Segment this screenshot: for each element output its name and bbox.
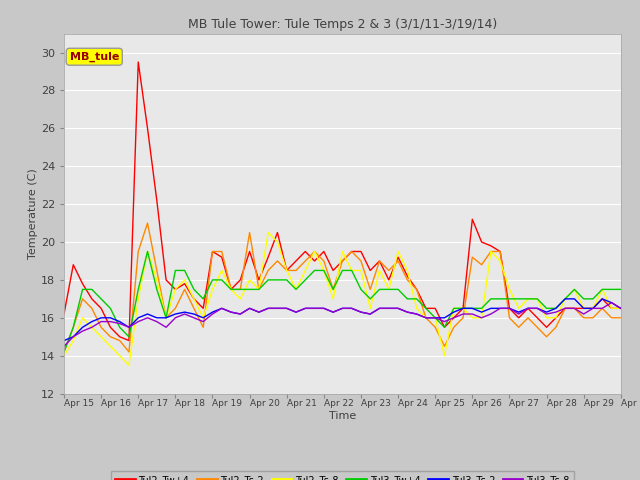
Title: MB Tule Tower: Tule Temps 2 & 3 (3/1/11-3/19/14): MB Tule Tower: Tule Temps 2 & 3 (3/1/11-… (188, 18, 497, 31)
Legend: Tul2_Tw+4, Tul2_Ts-2, Tul2_Ts-8, Tul3_Tw+4, Tul3_Ts-2, Tul3_Ts-8: Tul2_Tw+4, Tul2_Ts-2, Tul2_Ts-8, Tul3_Tw… (111, 471, 573, 480)
Y-axis label: Temperature (C): Temperature (C) (28, 168, 38, 259)
X-axis label: Time: Time (329, 411, 356, 421)
Text: MB_tule: MB_tule (70, 51, 119, 62)
